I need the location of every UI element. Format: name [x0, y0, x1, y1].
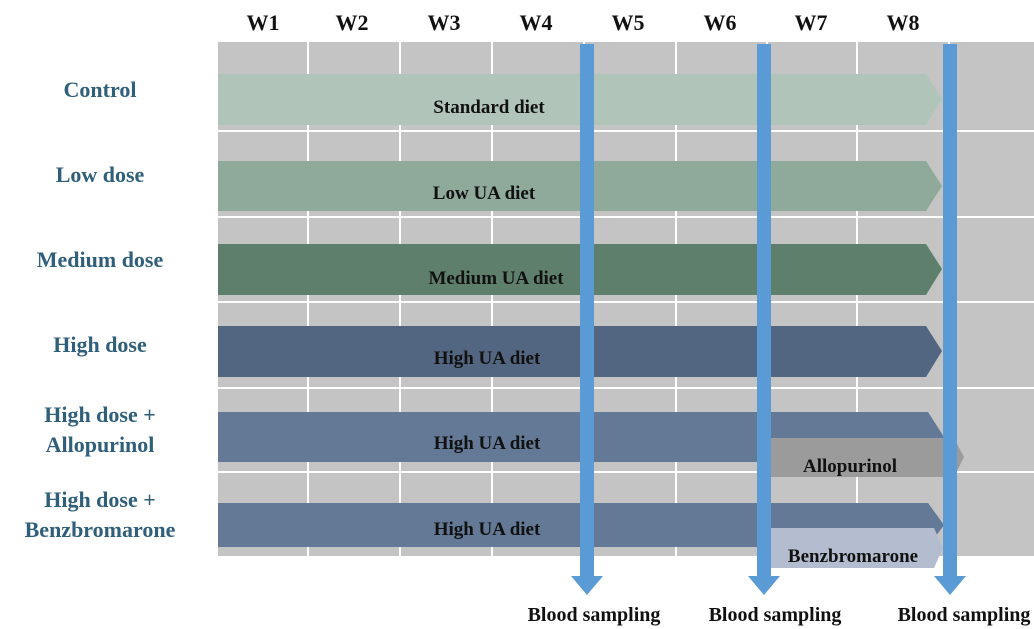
blood-sampling-label: Blood sampling [897, 604, 1031, 626]
sampling-arrow-shaft [757, 44, 771, 578]
week-header: W2 [335, 10, 369, 35]
sampling-arrowhead [571, 576, 603, 595]
group-label-low-dose: Low dose [55, 162, 145, 187]
group-label-benzbromarone: High dose + Benzbromarone [24, 487, 176, 542]
blood-sampling-arrows [571, 44, 966, 595]
sampling-arrow-shaft [580, 44, 594, 578]
week-header: W8 [886, 10, 920, 35]
week-header: W7 [794, 10, 828, 35]
treatment-label: Benzbromarone [788, 546, 918, 567]
blood-sampling-label: Blood sampling [527, 604, 661, 626]
diet-label: High UA diet [434, 433, 541, 454]
diet-label: Medium UA diet [428, 268, 564, 289]
diet-label: Low UA diet [433, 183, 536, 204]
sampling-arrowhead [748, 576, 780, 595]
diet-label: High UA diet [434, 348, 541, 369]
group-label-control: Control [63, 77, 137, 102]
week-header: W3 [427, 10, 461, 35]
sampling-arrow-shaft [943, 44, 957, 578]
week-header: W1 [246, 10, 280, 35]
week-header: W5 [611, 10, 645, 35]
week-header: W6 [703, 10, 737, 35]
diet-label: Standard diet [433, 97, 545, 118]
diet-label: High UA diet [434, 519, 541, 540]
treatment-arrow-benzbromarone [771, 528, 943, 568]
treatment-arrow-allopurinol [771, 438, 964, 477]
group-label-medium-dose: Medium dose [36, 247, 164, 272]
group-label-high-dose: High dose [53, 332, 147, 357]
treatment-label: Allopurinol [803, 456, 897, 477]
group-label-allopurinol: High dose + Allopurinol [44, 402, 156, 457]
blood-sampling-label: Blood sampling [708, 604, 842, 626]
week-header: W4 [519, 10, 553, 35]
sampling-arrowhead [934, 576, 966, 595]
